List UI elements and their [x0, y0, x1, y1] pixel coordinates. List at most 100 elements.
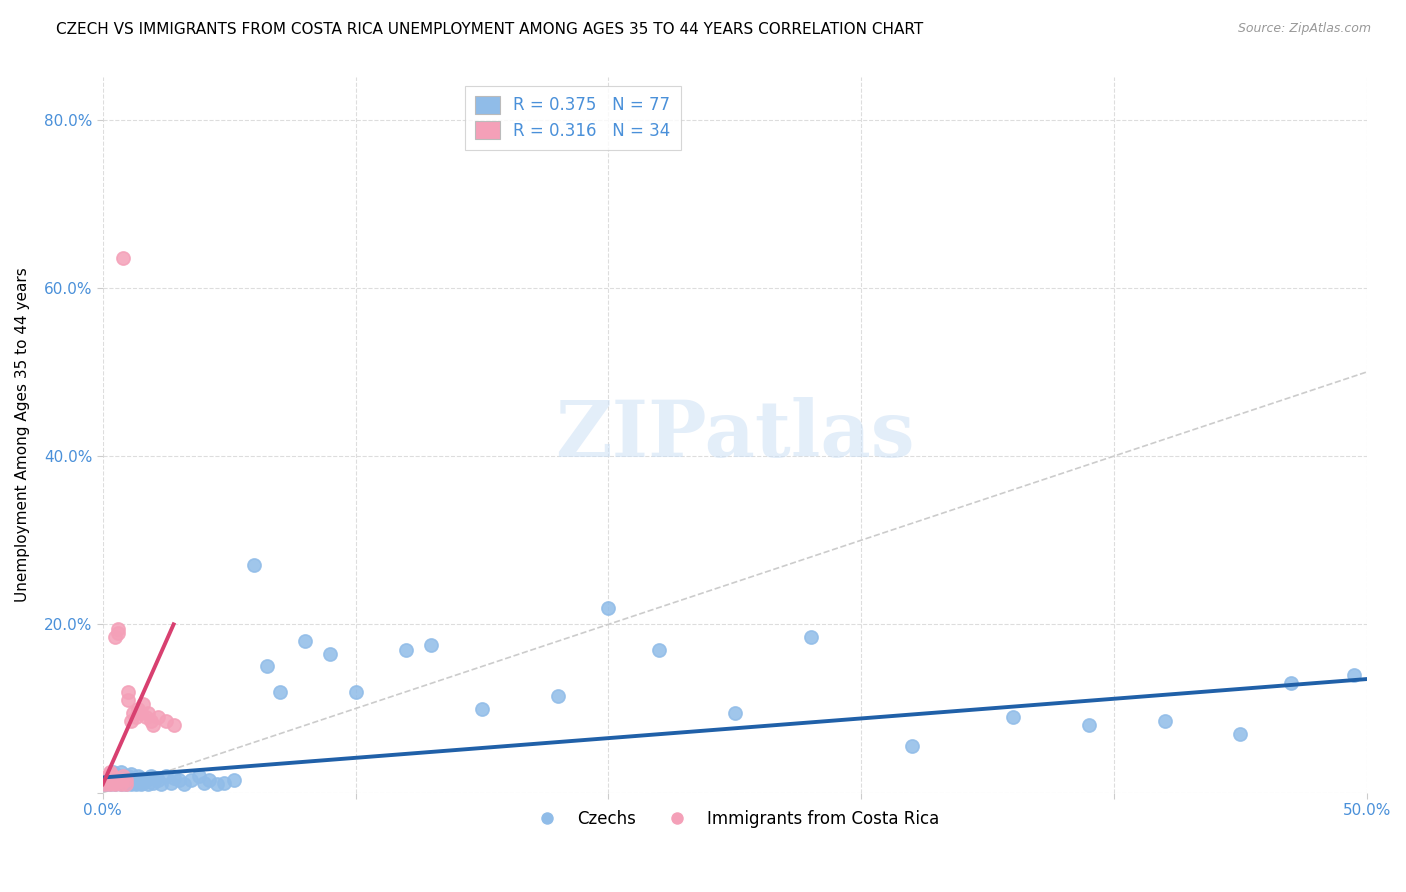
Point — [1279, 676, 1302, 690]
Point — [112, 772, 135, 787]
Point — [1343, 668, 1365, 682]
Point — [107, 622, 129, 636]
Point — [129, 706, 152, 720]
Point — [139, 769, 162, 783]
Point — [110, 771, 132, 785]
Point — [1001, 710, 1024, 724]
Point — [724, 706, 747, 720]
Point — [101, 775, 124, 789]
Point — [155, 769, 177, 783]
Point — [269, 684, 291, 698]
Point — [100, 777, 122, 791]
Point — [107, 625, 129, 640]
Point — [135, 772, 157, 787]
Point — [142, 718, 165, 732]
Point — [120, 777, 142, 791]
Point — [112, 252, 135, 266]
Point — [101, 769, 124, 783]
Point — [547, 689, 569, 703]
Point — [117, 693, 139, 707]
Point — [110, 777, 132, 791]
Point — [104, 777, 127, 791]
Point — [117, 684, 139, 698]
Point — [110, 777, 132, 791]
Point — [155, 714, 177, 728]
Point — [100, 777, 122, 791]
Point — [110, 764, 132, 779]
Point — [112, 769, 135, 783]
Point — [117, 769, 139, 783]
Point — [100, 771, 122, 785]
Point — [148, 710, 170, 724]
Point — [117, 775, 139, 789]
Point — [167, 772, 190, 787]
Point — [107, 775, 129, 789]
Point — [97, 769, 120, 783]
Point — [129, 777, 152, 791]
Point — [100, 764, 122, 779]
Point — [160, 775, 183, 789]
Point — [104, 767, 127, 781]
Point — [107, 772, 129, 787]
Point — [124, 710, 146, 724]
Point — [395, 642, 418, 657]
Text: CZECH VS IMMIGRANTS FROM COSTA RICA UNEMPLOYMENT AMONG AGES 35 TO 44 YEARS CORRE: CZECH VS IMMIGRANTS FROM COSTA RICA UNEM… — [56, 22, 924, 37]
Point — [212, 775, 235, 789]
Point — [132, 775, 155, 789]
Point — [162, 718, 184, 732]
Point — [471, 701, 494, 715]
Point — [104, 771, 127, 785]
Point — [120, 767, 142, 781]
Point — [112, 775, 135, 789]
Point — [94, 777, 117, 791]
Text: ZIPatlas: ZIPatlas — [555, 397, 915, 473]
Point — [598, 600, 620, 615]
Point — [122, 771, 145, 785]
Point — [129, 771, 152, 785]
Point — [132, 698, 155, 712]
Point — [104, 777, 127, 791]
Point — [114, 777, 136, 791]
Point — [173, 777, 195, 791]
Point — [1153, 714, 1175, 728]
Y-axis label: Unemployment Among Ages 35 to 44 years: Unemployment Among Ages 35 to 44 years — [15, 268, 30, 602]
Point — [112, 769, 135, 783]
Point — [101, 764, 124, 779]
Point — [149, 777, 172, 791]
Point — [198, 772, 221, 787]
Point — [124, 777, 146, 791]
Point — [124, 772, 146, 787]
Point — [101, 775, 124, 789]
Point — [136, 777, 159, 791]
Point — [97, 775, 120, 789]
Legend: Czechs, Immigrants from Costa Rica: Czechs, Immigrants from Costa Rica — [523, 803, 946, 834]
Point — [1077, 718, 1099, 732]
Point — [100, 769, 122, 783]
Point — [648, 642, 671, 657]
Point — [110, 772, 132, 787]
Point — [256, 659, 278, 673]
Point — [139, 714, 162, 728]
Point — [114, 777, 136, 791]
Point — [148, 772, 170, 787]
Point — [135, 710, 157, 724]
Point — [101, 772, 124, 787]
Point — [344, 684, 367, 698]
Point — [900, 739, 922, 754]
Point — [104, 630, 127, 644]
Point — [224, 772, 246, 787]
Point — [127, 701, 149, 715]
Point — [187, 769, 209, 783]
Point — [319, 647, 342, 661]
Point — [104, 772, 127, 787]
Point — [114, 771, 136, 785]
Point — [127, 769, 149, 783]
Point — [420, 639, 443, 653]
Point — [180, 772, 202, 787]
Point — [136, 706, 159, 720]
Point — [117, 772, 139, 787]
Point — [142, 775, 165, 789]
Point — [100, 771, 122, 785]
Point — [97, 772, 120, 787]
Point — [205, 777, 228, 791]
